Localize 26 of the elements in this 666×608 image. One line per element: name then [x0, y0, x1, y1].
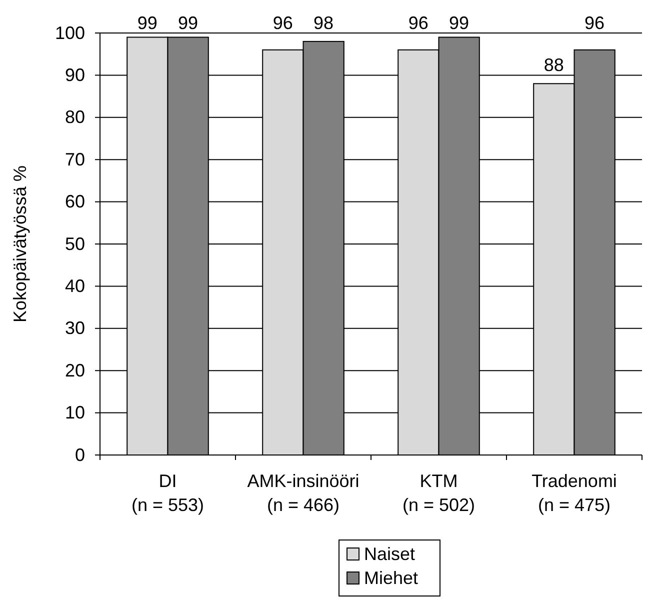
data-label: 96 [584, 13, 605, 33]
y-tick-label: 40 [64, 276, 85, 296]
data-label: 99 [178, 13, 198, 33]
y-tick-label: 90 [64, 64, 85, 85]
y-tick-label: 50 [64, 234, 85, 254]
y-tick-label: 60 [64, 192, 85, 212]
data-label: 88 [544, 55, 564, 76]
legend-label: Naiset [364, 544, 416, 564]
y-tick-label: 70 [64, 149, 85, 170]
data-label: 99 [449, 13, 470, 33]
y-tick-label: 20 [64, 360, 85, 380]
legend-label: Miehet [364, 568, 418, 588]
x-tick-label: KTM (n = 502) [402, 471, 476, 515]
y-tick-label: 0 [74, 444, 85, 465]
x-tick-label: AMK-insinööri (n = 466) [247, 471, 360, 515]
data-label: 99 [137, 13, 158, 33]
x-tick-label: Tradenomi (n = 475) [532, 471, 617, 515]
y-tick-label: 10 [64, 402, 85, 423]
data-label: 96 [408, 13, 428, 33]
x-tick-label: DI (n = 553) [131, 471, 204, 515]
y-tick-label: 80 [64, 107, 85, 128]
data-label: 96 [272, 13, 293, 33]
y-axis-title: Kokopäivätyössä % [10, 165, 30, 323]
y-tick-label: 30 [64, 318, 85, 338]
data-label: 98 [314, 13, 334, 33]
y-tick-label: 100 [54, 22, 85, 43]
